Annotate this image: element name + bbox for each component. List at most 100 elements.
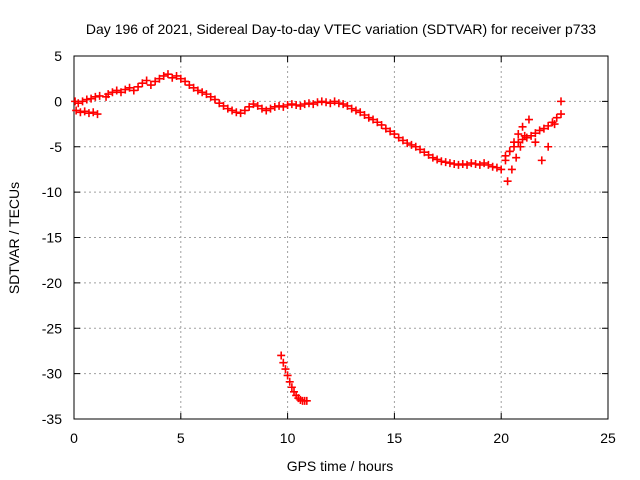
- data-point: [480, 159, 489, 168]
- data-point: [91, 92, 100, 101]
- data-point: [223, 104, 232, 113]
- data-point: [193, 86, 202, 95]
- data-point: [403, 139, 412, 148]
- data-point: [240, 106, 249, 115]
- data-point: [215, 99, 224, 108]
- data-point: [121, 85, 130, 94]
- data-point: [116, 88, 125, 97]
- data-point: [257, 104, 266, 113]
- data-point: [471, 159, 480, 168]
- data-point: [146, 81, 155, 90]
- data-point: [501, 156, 510, 165]
- x-tick-labels: 0 5 10 15 20 25: [70, 430, 616, 446]
- data-point: [381, 124, 390, 133]
- data-point: [531, 129, 540, 138]
- y-tick-label: 0: [54, 93, 62, 109]
- data-point: [544, 121, 553, 130]
- data-point: [304, 99, 313, 108]
- data-point: [550, 120, 559, 129]
- data-point: [95, 91, 104, 100]
- data-point: [104, 90, 113, 99]
- data-point: [198, 88, 207, 97]
- data-point: [390, 130, 399, 139]
- data-point: [505, 147, 514, 156]
- data-point: [275, 101, 284, 110]
- data-point: [458, 159, 467, 168]
- data-point: [463, 160, 472, 169]
- data-point: [356, 108, 365, 117]
- x-tick-label: 10: [280, 430, 296, 446]
- x-tick-label: 0: [70, 430, 78, 446]
- data-point: [84, 109, 93, 118]
- data-point: [437, 157, 446, 166]
- data-point: [151, 77, 160, 86]
- data-point: [416, 145, 425, 154]
- data-point: [386, 127, 395, 136]
- data-point: [138, 79, 147, 88]
- data-point: [339, 100, 348, 109]
- data-point: [369, 115, 378, 124]
- data-point: [283, 371, 292, 380]
- data-point: [322, 98, 331, 107]
- data-point: [373, 118, 382, 127]
- data-point: [334, 99, 343, 108]
- data-point: [262, 106, 271, 115]
- data-point: [510, 138, 519, 147]
- data-point: [285, 377, 294, 386]
- data-point: [492, 163, 501, 172]
- data-point: [394, 133, 403, 142]
- data-point: [80, 107, 89, 116]
- data-point: [129, 86, 138, 95]
- y-tick-label: -15: [42, 230, 62, 246]
- data-point: [283, 101, 292, 110]
- data-point: [364, 113, 373, 122]
- data-point: [351, 106, 360, 115]
- data-point: [557, 110, 566, 119]
- data-point: [317, 97, 326, 106]
- data-point: [93, 110, 102, 119]
- data-point: [377, 120, 386, 129]
- y-tick-labels: 5 0 -5 -10 -15 -20 -25 -30 -35: [42, 48, 62, 427]
- y-axis-label: SDTVAR / TECUs: [6, 182, 22, 294]
- data-point: [76, 108, 85, 117]
- data-point: [428, 153, 437, 162]
- data-point: [202, 90, 211, 99]
- data-point: [467, 159, 476, 168]
- data-point: [185, 81, 194, 90]
- data-point: [343, 101, 352, 110]
- data-point: [552, 113, 561, 122]
- data-points: [71, 70, 566, 405]
- y-tick-label: 5: [54, 48, 62, 64]
- data-point: [112, 86, 121, 95]
- y-tick-label: -35: [42, 411, 62, 427]
- data-point: [219, 101, 228, 110]
- data-point: [89, 108, 98, 117]
- data-point: [155, 74, 164, 83]
- data-point: [309, 100, 318, 109]
- data-point: [557, 97, 566, 106]
- data-point: [424, 150, 433, 159]
- x-tick-label: 5: [177, 430, 185, 446]
- data-point: [518, 122, 527, 131]
- y-tick-label: -10: [42, 184, 62, 200]
- data-point: [287, 383, 296, 392]
- data-point: [72, 106, 81, 115]
- data-point: [279, 358, 288, 367]
- data-point: [163, 70, 172, 79]
- x-tick-label: 20: [493, 430, 509, 446]
- data-point: [407, 140, 416, 149]
- data-point: [168, 73, 177, 82]
- data-point: [159, 71, 168, 80]
- data-point: [249, 100, 258, 109]
- data-point: [134, 82, 143, 91]
- data-point: [142, 76, 151, 85]
- data-point: [420, 148, 429, 157]
- data-point: [87, 94, 96, 103]
- x-tick-label: 25: [600, 430, 616, 446]
- data-point: [189, 83, 198, 92]
- data-point: [450, 159, 459, 168]
- data-point: [544, 142, 553, 151]
- data-point: [292, 101, 301, 110]
- data-point: [245, 102, 254, 111]
